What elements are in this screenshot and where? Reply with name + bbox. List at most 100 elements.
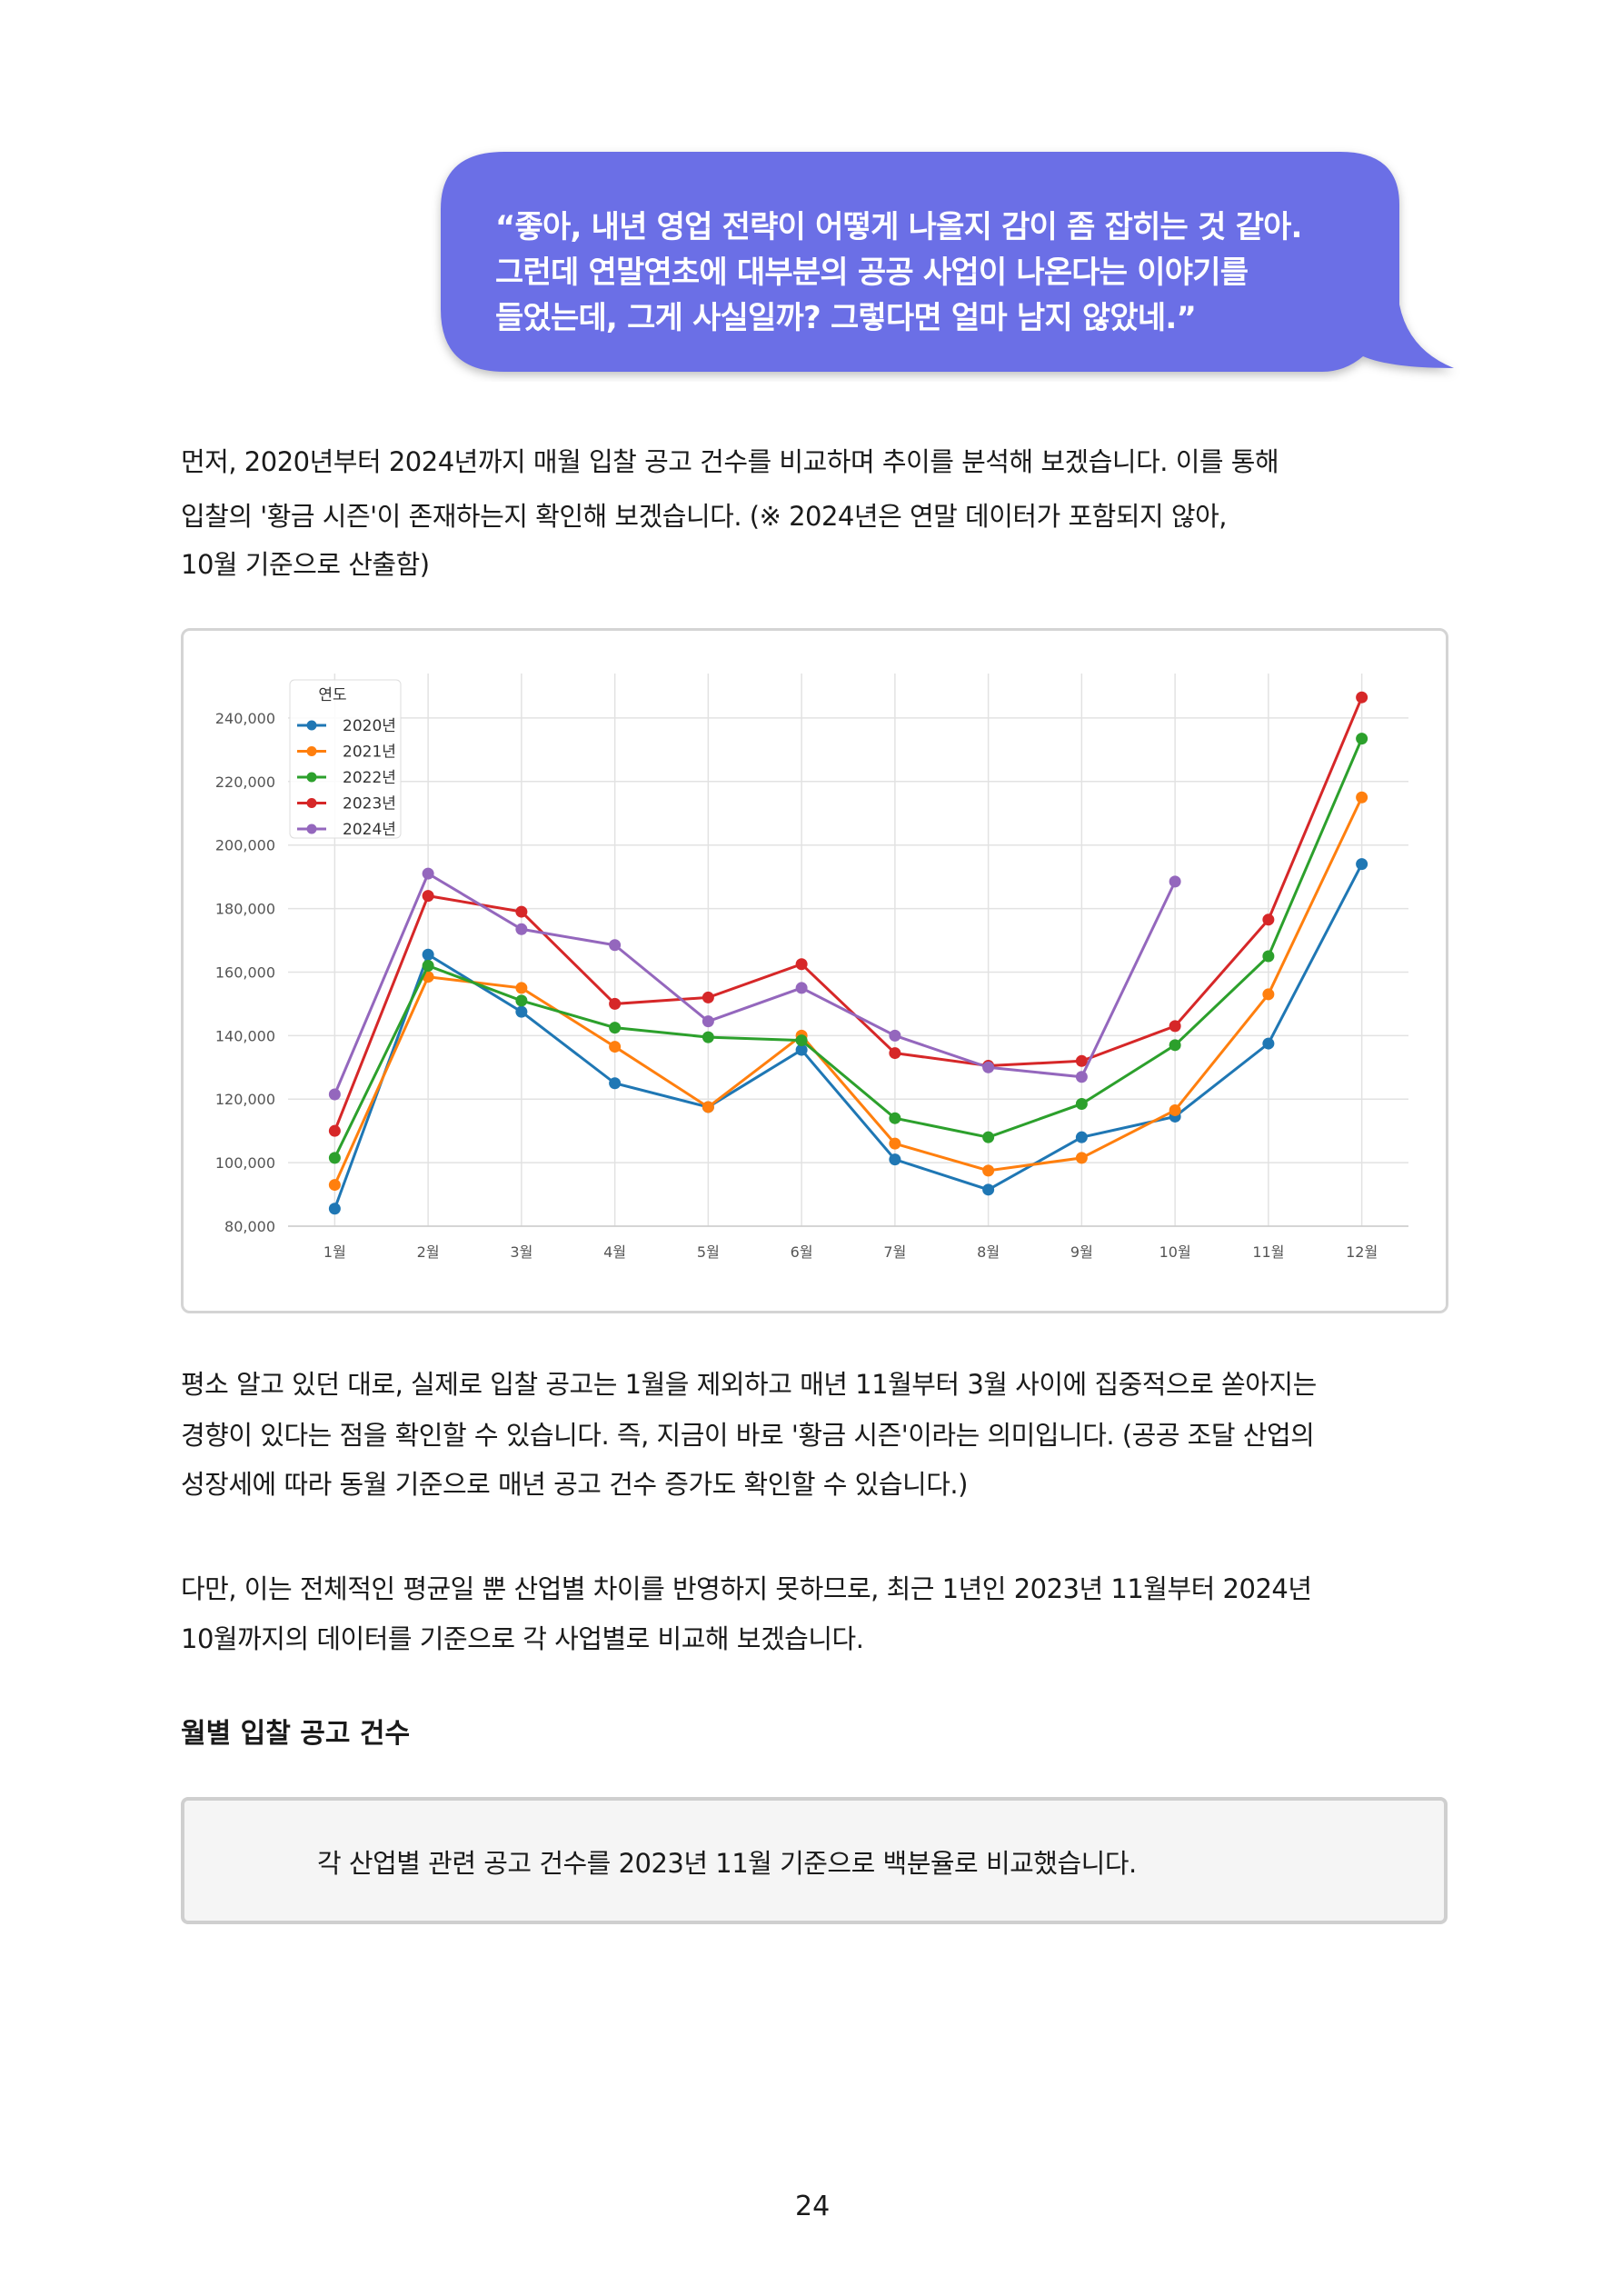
paragraph-line: 입찰의 '황금 시즌'이 존재하는지 확인해 보겠습니다. (※ 2024년은 … — [181, 501, 1228, 532]
data-point — [889, 1029, 901, 1042]
paragraph-line: 성장세에 따라 동월 기준으로 매년 공고 건수 증가도 확인할 수 있습니다.… — [181, 1469, 968, 1500]
y-tick-label: 160,000 — [215, 963, 275, 981]
paragraph-line: 10월 기준으로 산출함) — [181, 549, 430, 580]
data-point — [1262, 988, 1275, 1001]
data-point — [982, 1164, 995, 1177]
paragraph-line: 먼저, 2020년부터 2024년까지 매월 입찰 공고 건수를 비교하며 추이… — [181, 446, 1279, 477]
data-point — [1169, 1103, 1181, 1116]
data-point — [795, 1043, 808, 1056]
y-tick-label: 120,000 — [215, 1091, 275, 1108]
y-tick-label: 220,000 — [215, 774, 275, 791]
series-line — [333, 863, 1363, 1210]
legend-box — [289, 679, 402, 839]
data-point — [795, 958, 808, 971]
data-point — [889, 1112, 901, 1124]
data-point — [795, 982, 808, 994]
x-tick-label: 3월 — [510, 1243, 532, 1261]
y-tick-label: 80,000 — [224, 1218, 275, 1235]
x-tick-label: 4월 — [603, 1243, 626, 1261]
data-point — [982, 1183, 995, 1196]
data-point — [1262, 950, 1275, 963]
page-number: 24 — [795, 2191, 831, 2222]
data-point — [328, 1179, 341, 1192]
data-point — [1075, 1131, 1088, 1143]
note-text: 각 산업별 관련 공고 건수를 2023년 11월 기준으로 백분율로 비교했습… — [317, 1848, 1137, 1879]
data-point — [328, 1203, 341, 1215]
data-point — [1356, 733, 1368, 745]
data-point — [1356, 858, 1368, 871]
y-tick-label: 240,000 — [215, 710, 275, 727]
data-point — [422, 948, 434, 961]
x-tick-label: 9월 — [1070, 1243, 1093, 1261]
legend-marker — [306, 824, 317, 834]
x-tick-label: 11월 — [1252, 1243, 1284, 1261]
bubble-line: “좋아, 내년 영업 전략이 어떻게 나올지 감이 좀 잡히는 것 같아. — [495, 209, 1302, 245]
y-tick-label: 140,000 — [215, 1027, 275, 1044]
data-point — [1075, 1054, 1088, 1067]
data-point — [515, 923, 528, 935]
series-line — [333, 796, 1363, 1186]
data-point — [1075, 1097, 1088, 1110]
legend-label: 2021년 — [343, 744, 396, 762]
data-point — [515, 1005, 528, 1018]
data-point — [702, 1101, 714, 1113]
data-point — [328, 1088, 341, 1101]
x-tick-label: 6월 — [791, 1243, 813, 1261]
chart-frame — [181, 628, 1448, 1313]
data-point — [1356, 791, 1368, 804]
x-tick-label: 10월 — [1159, 1243, 1191, 1261]
paragraph-line: 평소 알고 있던 대로, 실제로 입찰 공고는 1월을 제외하고 매년 11월부… — [181, 1369, 1317, 1400]
data-point — [1075, 1071, 1088, 1083]
legend-marker — [306, 746, 317, 756]
paragraph-line: 10월까지의 데이터를 기준으로 각 사업별로 비교해 보겠습니다. — [181, 1623, 864, 1654]
data-point — [982, 1061, 995, 1073]
data-point — [889, 1153, 901, 1166]
data-point — [1262, 1037, 1275, 1050]
bubble-shape — [441, 152, 1454, 372]
data-point — [1262, 913, 1275, 926]
series-line — [333, 738, 1364, 1159]
data-point — [515, 994, 528, 1007]
x-tick-label: 5월 — [697, 1243, 720, 1261]
note-box — [181, 1797, 1448, 1924]
data-point — [515, 982, 528, 994]
legend-marker — [306, 720, 317, 731]
data-point — [422, 890, 434, 903]
speech-bubble — [441, 152, 1454, 372]
data-point — [609, 939, 622, 952]
data-point — [702, 1031, 714, 1043]
data-point — [609, 1022, 622, 1034]
data-point — [889, 1137, 901, 1150]
legend-label: 2020년 — [343, 717, 396, 735]
paragraph-line: 다만, 이는 전체적인 평균일 뿐 산업별 차이를 반영하지 못하므로, 최근 … — [181, 1573, 1312, 1604]
series-line — [333, 696, 1364, 1132]
data-point — [1075, 1152, 1088, 1164]
x-tick-label: 2월 — [417, 1243, 440, 1261]
data-point — [702, 1015, 714, 1028]
data-point — [702, 991, 714, 1003]
legend-marker — [306, 798, 317, 808]
data-point — [609, 1041, 622, 1053]
x-tick-label: 7월 — [883, 1243, 906, 1261]
y-tick-label: 100,000 — [215, 1154, 275, 1172]
data-point — [1356, 691, 1368, 704]
data-point — [609, 1077, 622, 1090]
data-point — [1169, 875, 1181, 888]
paragraph-line: 경향이 있다는 점을 확인할 수 있습니다. 즉, 지금이 바로 '황금 시즌'… — [181, 1420, 1315, 1451]
data-point — [982, 1131, 995, 1143]
legend-title: 연도 — [318, 686, 346, 704]
x-tick-label: 1월 — [323, 1243, 346, 1261]
data-point — [328, 1124, 341, 1137]
chart: 80,000 100,000 120,000 140,000 160,000 180,00… — [215, 674, 1408, 1261]
legend-label: 2023년 — [343, 795, 396, 814]
legend-marker — [306, 772, 317, 783]
legend-label: 2024년 — [343, 821, 396, 839]
series-line — [333, 871, 1177, 1095]
y-tick-label: 180,000 — [215, 901, 275, 918]
data-point — [422, 959, 434, 972]
bubble-line: 들었는데, 그게 사실일까? 그렇다면 얼마 남지 않았네.” — [495, 300, 1197, 336]
data-point — [609, 997, 622, 1010]
data-point — [889, 1047, 901, 1060]
data-point — [515, 905, 528, 918]
